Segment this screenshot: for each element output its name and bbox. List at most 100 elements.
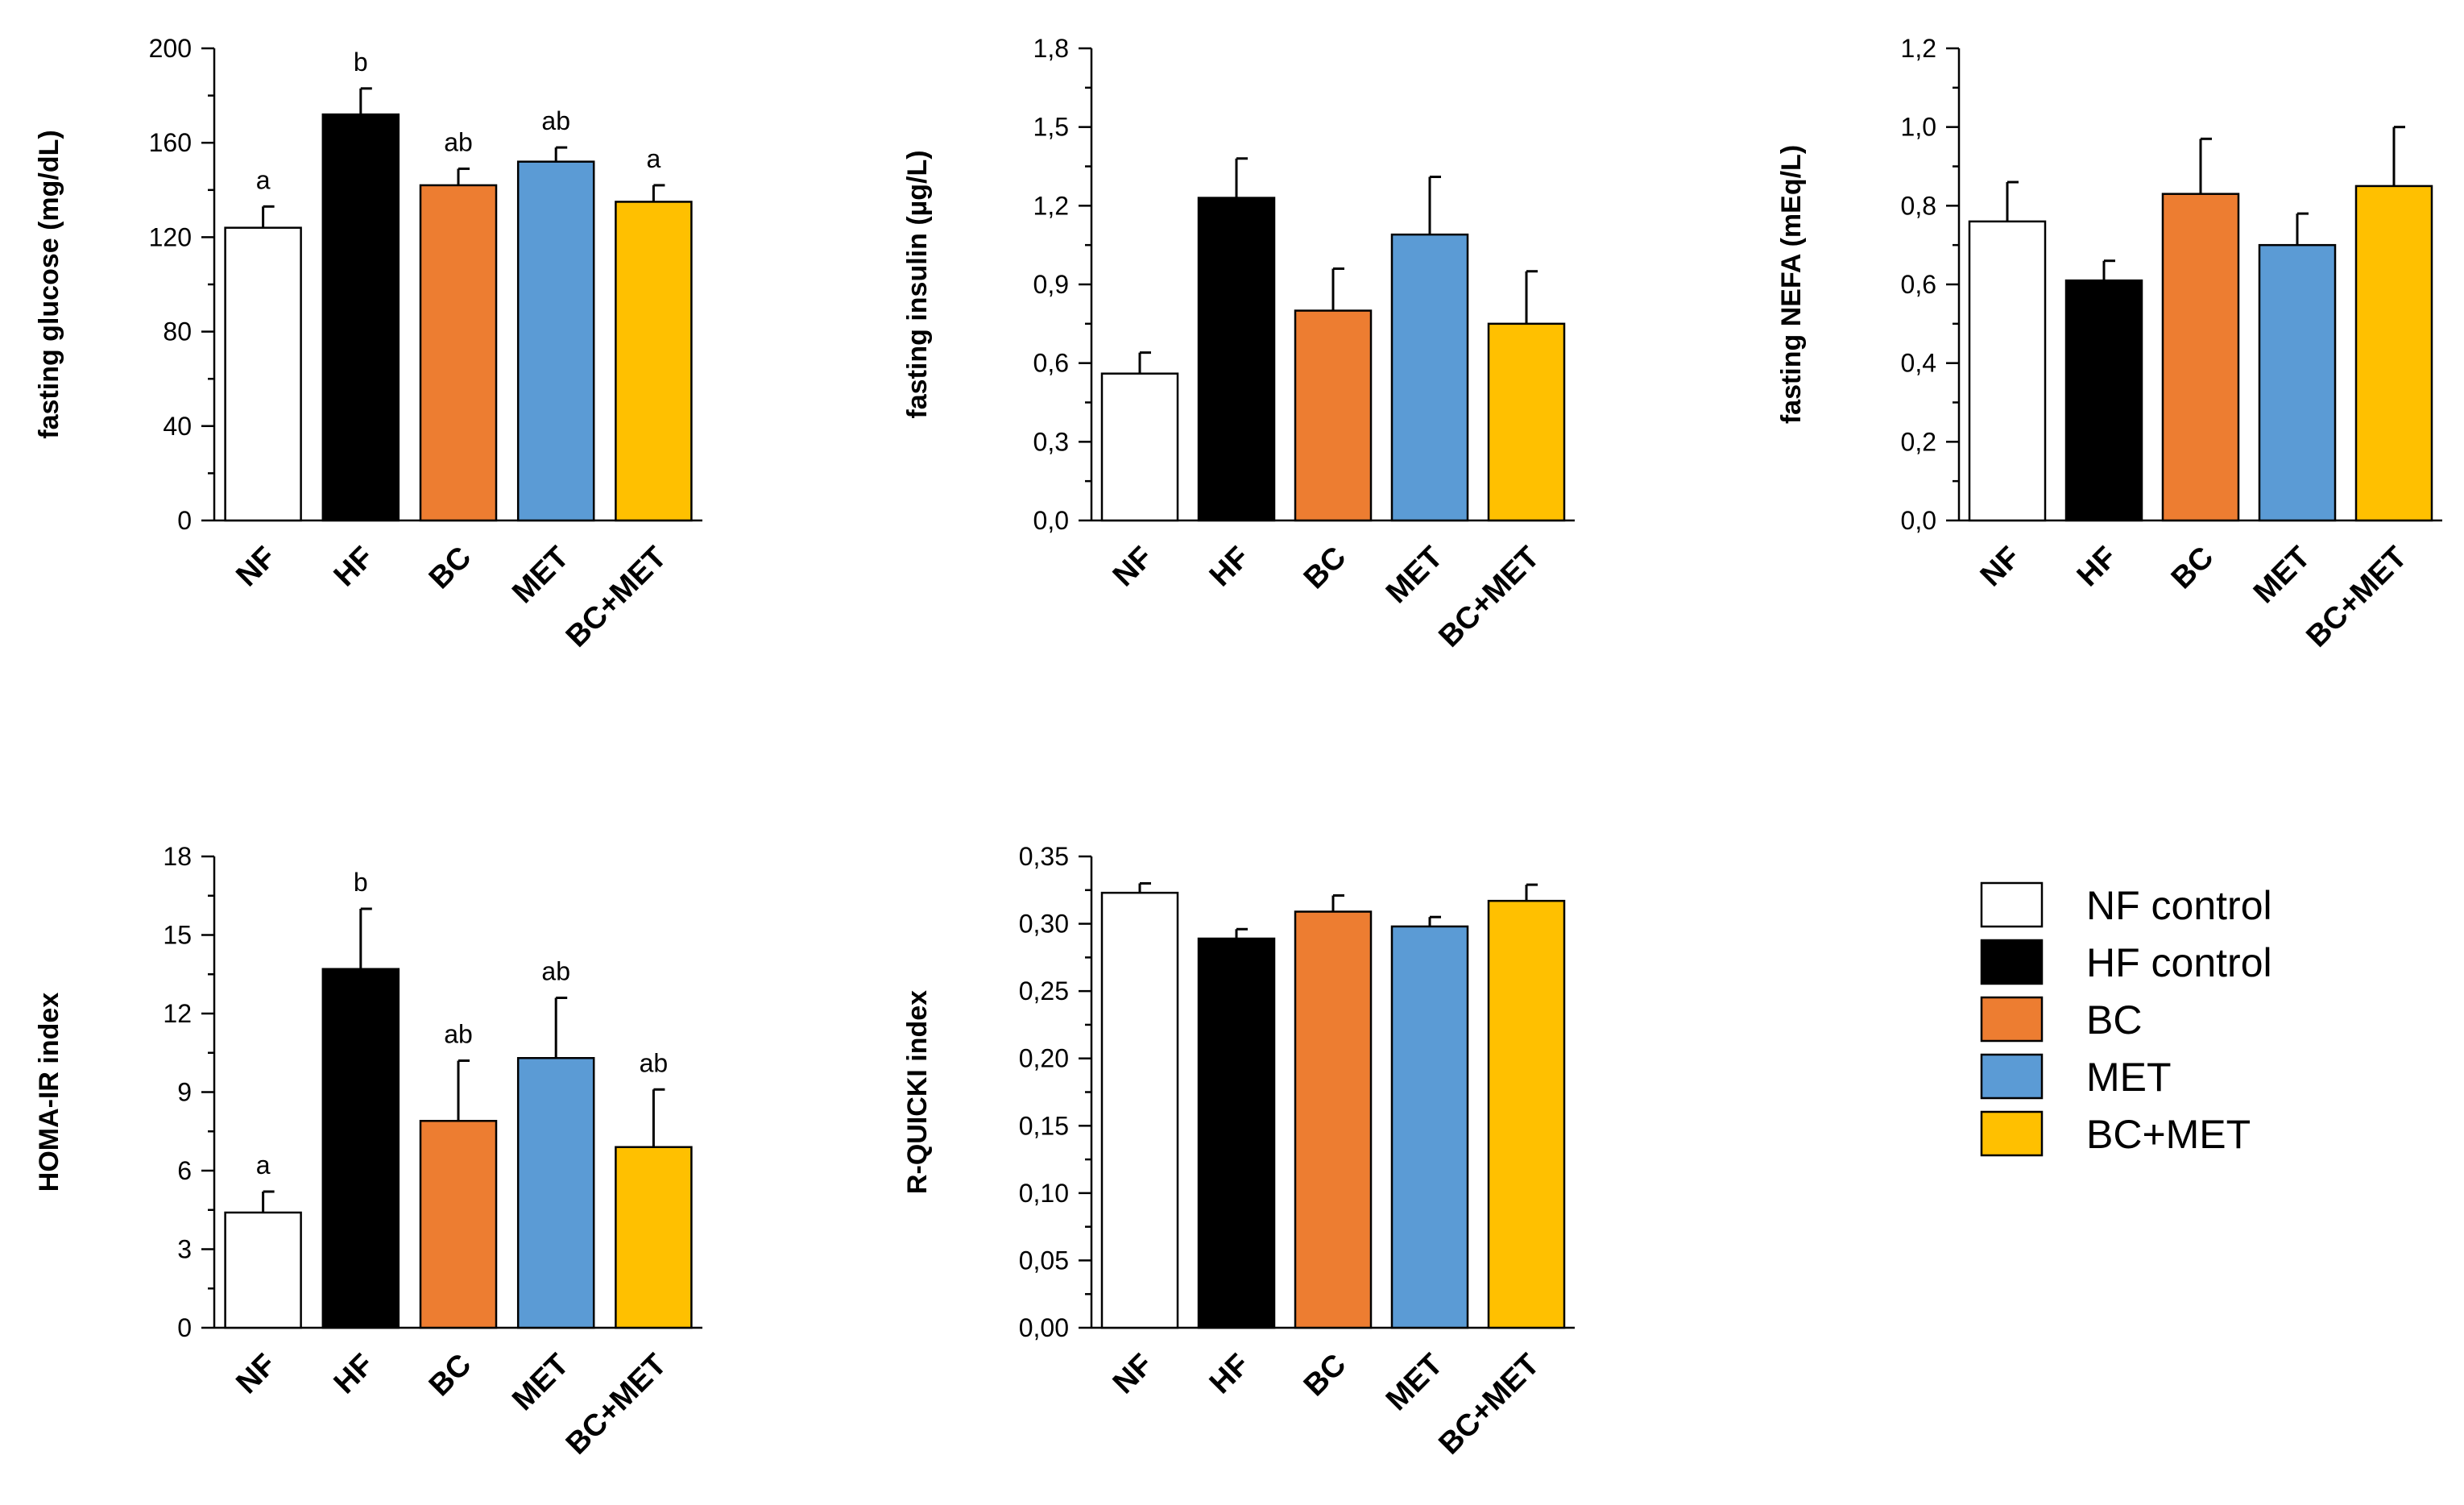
x-tick-label: NF [1974, 541, 2027, 594]
bar-hf [321, 113, 400, 522]
bar-met [516, 1057, 595, 1329]
bar-nf [224, 226, 302, 522]
chart-rquicki: 0,00 0,05 0,10 0,15 0,20 0,25 0,30 0,35 R-QUICKI… [902, 842, 1575, 1461]
legend-label: NF control [2086, 883, 2272, 928]
y-tick-label: 120 [149, 222, 192, 251]
bar-met [2258, 243, 2337, 522]
chart-glucose: 0 40 80 120 160 200 fasting glucose (mg/dL) a NF… [34, 34, 702, 654]
chart-insulin: 0,0 0,3 0,6 0,9 1,2 1,5 1,8 fasting insulin (µg… [902, 34, 1575, 654]
x-tick-label: BC [423, 541, 478, 596]
y-tick-label: 6 [177, 1156, 192, 1185]
x-tick-label: BC+MET [1432, 541, 1546, 654]
y-tick-label: 9 [177, 1078, 192, 1107]
y-tick-label: 0,30 [1019, 910, 1069, 939]
bar-bc [1294, 309, 1373, 522]
legend-swatch [1980, 1053, 2044, 1100]
y-tick-label: 80 [163, 317, 192, 346]
bar-met [1390, 233, 1469, 522]
bar-bc [1294, 910, 1373, 1329]
y-tick-label: 0,6 [1033, 349, 1069, 378]
legend-label: MET [2086, 1055, 2172, 1100]
bar-nf [1100, 372, 1179, 522]
x-tick-label: BC [423, 1348, 478, 1403]
bar-met [1390, 925, 1469, 1329]
y-tick-label: 0 [177, 506, 192, 535]
bar-bc-met [2354, 184, 2433, 522]
y-tick-label: 0,0 [1033, 506, 1069, 535]
y-tick-label: 0,35 [1019, 842, 1069, 871]
bar-nf [1100, 891, 1179, 1329]
significance-label: ab [640, 1048, 669, 1077]
y-tick-label: 1,8 [1033, 34, 1069, 63]
x-tick-label: BC+MET [1432, 1348, 1546, 1461]
x-tick-label: MET [1380, 1348, 1449, 1417]
x-tick-label: HF [1203, 541, 1257, 594]
bar-nf [1968, 220, 2047, 522]
y-axis-title: R-QUICKI index [902, 990, 933, 1194]
x-tick-label: HF [328, 1348, 381, 1401]
y-axis-title: HOMA-IR index [34, 993, 64, 1192]
x-tick-label: MET [506, 1348, 575, 1417]
y-axis-title: fasting glucose (mg/dL) [34, 130, 64, 438]
y-tick-label: 0 [177, 1313, 192, 1342]
bar-hf [1197, 937, 1276, 1329]
x-tick-label: NF [1107, 1348, 1160, 1401]
significance-label: a [256, 1151, 271, 1180]
y-tick-label: 0,10 [1019, 1179, 1069, 1208]
legend-label: BC [2086, 997, 2142, 1043]
y-tick-label: 3 [177, 1235, 192, 1264]
y-tick-label: 0,9 [1033, 270, 1069, 299]
y-tick-label: 1,5 [1033, 113, 1069, 142]
bar-bc [2161, 193, 2240, 522]
bar-hf [2064, 279, 2143, 522]
bar-bc-met [615, 201, 693, 522]
x-tick-label: HF [328, 541, 381, 594]
significance-label: ab [444, 1020, 473, 1049]
x-tick-label: HF [1203, 1348, 1257, 1401]
x-tick-label: HF [2071, 541, 2124, 594]
x-tick-label: NF [1107, 541, 1160, 594]
y-tick-label: 0,05 [1019, 1246, 1069, 1275]
significance-label: b [354, 48, 368, 77]
x-tick-label: MET [506, 541, 575, 610]
x-tick-label: BC [1298, 1348, 1353, 1403]
legend: NF control HF control BC MET BC+MET [1980, 881, 2272, 1157]
x-tick-label: BC+MET [2300, 541, 2413, 654]
bar-bc-met [615, 1146, 693, 1329]
significance-label: ab [541, 106, 570, 135]
legend-swatch [1980, 996, 2044, 1043]
bar-bc-met [1487, 899, 1566, 1329]
x-tick-label: BC+MET [560, 1348, 673, 1461]
x-tick-label: NF [230, 541, 283, 594]
x-tick-label: BC [1298, 541, 1353, 596]
y-tick-label: 15 [163, 921, 192, 950]
y-tick-label: 0,4 [1901, 349, 1936, 378]
y-axis-title: fasting insulin (µg/L) [902, 150, 933, 418]
legend-label: HF control [2086, 940, 2272, 985]
significance-label: a [256, 165, 271, 194]
bar-nf [224, 1211, 302, 1329]
y-tick-label: 1,2 [1033, 191, 1069, 220]
y-tick-label: 0,00 [1019, 1313, 1069, 1342]
y-tick-label: 0,3 [1033, 427, 1069, 456]
significance-label: ab [541, 957, 570, 986]
y-tick-label: 0,0 [1901, 506, 1936, 535]
legend-label: BC+MET [2086, 1112, 2251, 1157]
y-tick-label: 0,2 [1901, 427, 1936, 456]
x-tick-label: BC [2165, 541, 2221, 596]
x-tick-label: MET [1380, 541, 1449, 610]
x-tick-label: MET [2247, 541, 2317, 610]
bar-hf [321, 968, 400, 1329]
chart-nefa: 0,0 0,2 0,4 0,6 0,8 1,0 1,2 fasting NEFA (mEq/L… [1776, 34, 2442, 654]
y-tick-label: 0,8 [1901, 191, 1936, 220]
legend-swatch [1980, 881, 2044, 928]
legend-swatch [1980, 1110, 2044, 1157]
y-tick-label: 200 [149, 34, 192, 63]
bar-bc [419, 1120, 498, 1329]
bar-met [516, 160, 595, 522]
bar-bc-met [1487, 322, 1566, 522]
bar-bc [419, 184, 498, 522]
bar-hf [1197, 197, 1276, 522]
